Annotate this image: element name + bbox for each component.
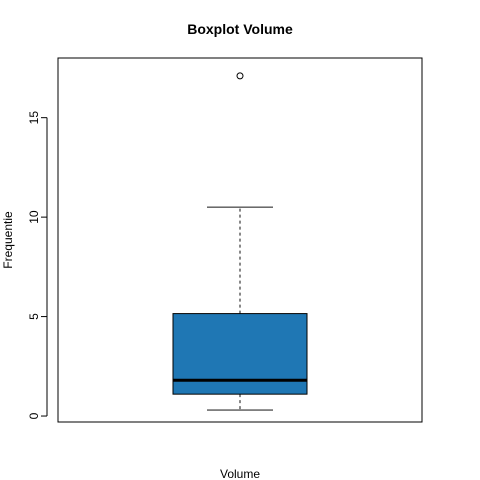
chart-title: Boxplot Volume	[187, 21, 293, 37]
y-tick-label: 15	[27, 111, 41, 125]
box-group	[172, 72, 308, 411]
y-tick-label: 5	[27, 313, 41, 320]
box	[172, 313, 308, 395]
x-axis-label: Volume	[220, 467, 260, 480]
y-tick-label: 0	[27, 412, 41, 419]
plot-frame	[57, 57, 423, 423]
y-axis: 0 5 10 15	[27, 111, 48, 419]
y-axis-label: Frequentie	[1, 211, 15, 269]
y-tick-label: 10	[27, 210, 41, 224]
outlier-point	[236, 72, 244, 80]
